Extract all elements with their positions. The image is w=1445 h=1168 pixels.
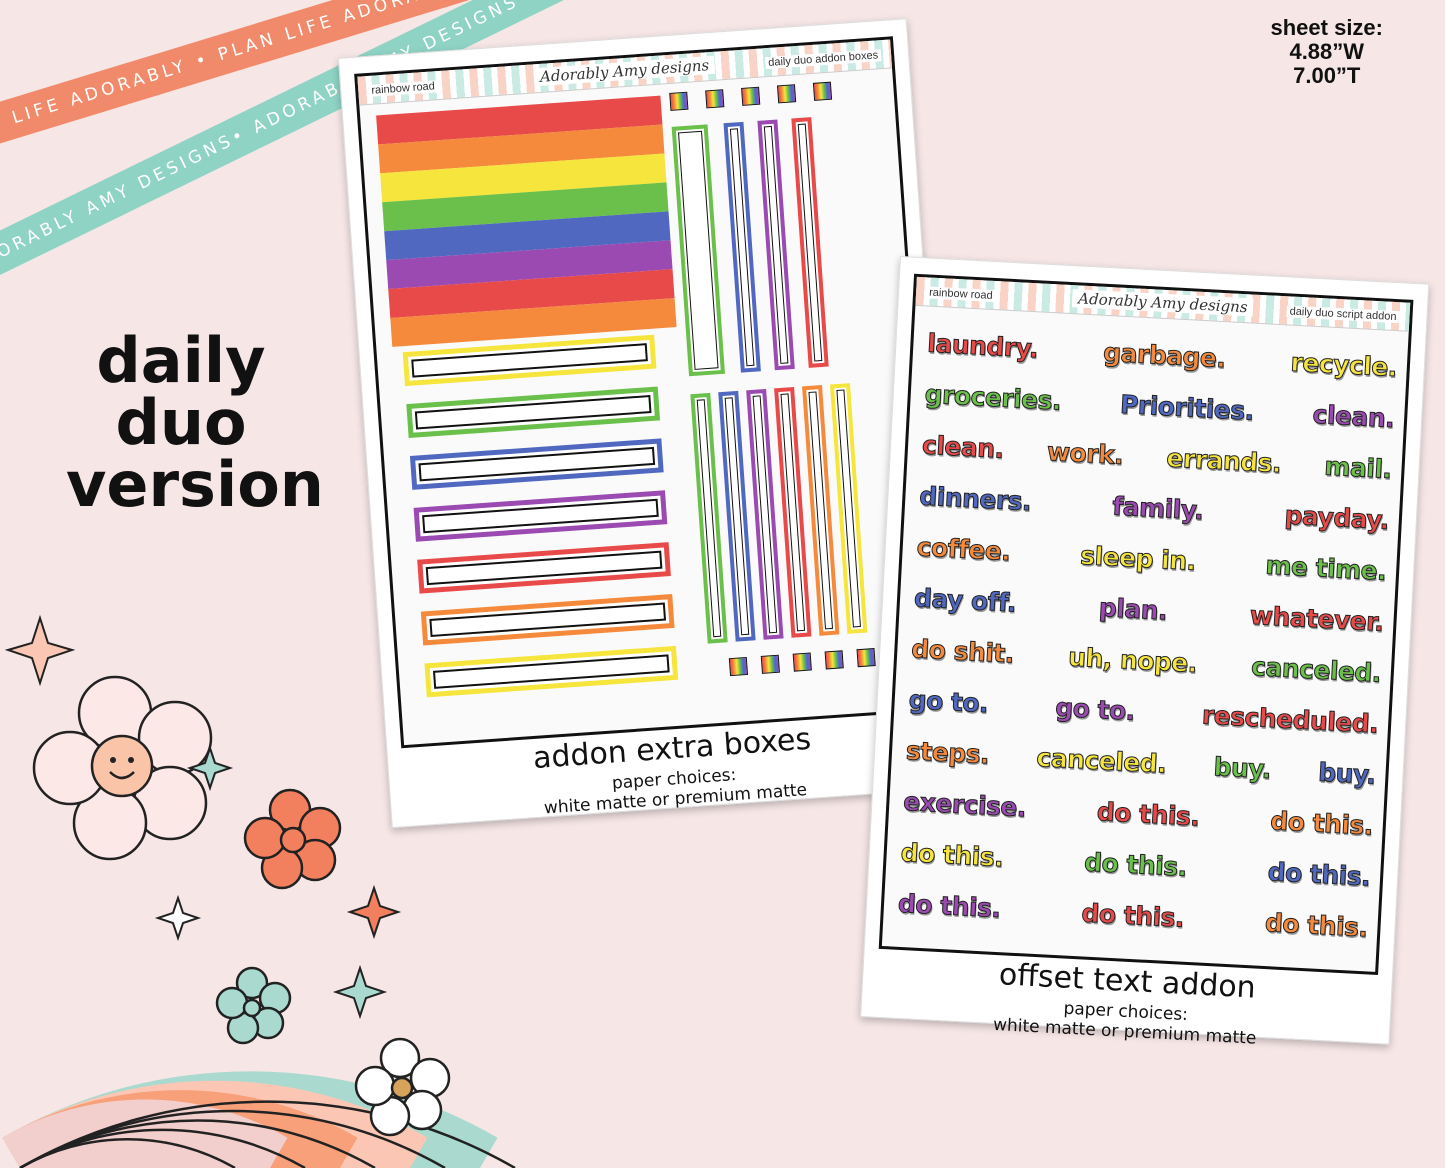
word-sticker: do this. bbox=[1096, 797, 1201, 832]
sticker-sheet-card-text: rainbow road Adorably Amy designs daily … bbox=[860, 256, 1430, 1049]
word-sticker: errands. bbox=[1165, 443, 1282, 479]
sticker-sheet-text: rainbow road Adorably Amy designs daily … bbox=[878, 273, 1414, 976]
word-sticker: garbage. bbox=[1102, 337, 1227, 374]
word-sticker: rescheduled. bbox=[1201, 700, 1380, 739]
brand-logo: Adorably Amy designs bbox=[1071, 289, 1254, 317]
word-sticker: day off. bbox=[913, 583, 1017, 618]
word-sticker: go to. bbox=[908, 685, 990, 719]
sheet-size-height: 7.00”T bbox=[1293, 63, 1361, 88]
word-sticker: plan. bbox=[1098, 592, 1169, 626]
vertical-box-purple bbox=[757, 119, 795, 371]
word-sticker: work. bbox=[1046, 436, 1125, 470]
vertical-box-red bbox=[791, 117, 829, 368]
word-sticker: me time. bbox=[1264, 550, 1387, 586]
version-line-3: version bbox=[66, 448, 324, 521]
brand-logo: Adorably Amy designs bbox=[533, 55, 716, 87]
version-line-1: daily bbox=[96, 324, 266, 397]
word-sticker: coffee. bbox=[916, 532, 1012, 567]
mini-square bbox=[669, 91, 689, 111]
word-sticker: do this. bbox=[1269, 806, 1374, 841]
word-sticker: dinners. bbox=[918, 481, 1032, 517]
vertical-box-blue bbox=[723, 121, 761, 373]
version-heading: daily duo version bbox=[66, 324, 324, 521]
sticker-sheet-boxes: rainbow road Adorably Amy designs daily … bbox=[354, 36, 940, 749]
sheet-size-label: sheet size: bbox=[1270, 15, 1384, 40]
rainbow-illustration bbox=[2, 614, 516, 1168]
word-sticker: Priorities. bbox=[1119, 389, 1255, 426]
smiley-flower-icon bbox=[32, 675, 213, 861]
label-box-green bbox=[406, 386, 661, 438]
word-sticker: do this. bbox=[1080, 898, 1185, 933]
word-sticker-grid: laundry. garbage. recycle. groceries. Priori… bbox=[897, 318, 1398, 954]
label-box-yellow-2 bbox=[424, 645, 679, 698]
sheet-size-width: 4.88”W bbox=[1289, 39, 1365, 64]
sheet-kit-label: daily duo script addon bbox=[1286, 305, 1400, 324]
word-sticker: laundry. bbox=[926, 328, 1039, 364]
word-sticker: do this. bbox=[1267, 857, 1372, 892]
sheet-size-note: sheet size: 4.88”W 7.00”T bbox=[1271, 16, 1384, 88]
mini-square bbox=[812, 81, 833, 101]
mini-square bbox=[824, 650, 844, 670]
word-sticker: sleep in. bbox=[1079, 540, 1197, 576]
version-line-2: duo bbox=[115, 386, 247, 459]
mint-flower-icon bbox=[215, 966, 292, 1045]
word-sticker: do this. bbox=[1264, 908, 1369, 943]
word-sticker: canceled. bbox=[1035, 742, 1167, 779]
sheet-theme-label: rainbow road bbox=[925, 286, 996, 303]
word-sticker: buy. bbox=[1212, 752, 1272, 785]
word-sticker: groceries. bbox=[924, 379, 1063, 416]
label-box-purple bbox=[413, 490, 668, 542]
word-sticker: do this. bbox=[1083, 847, 1188, 882]
word-sticker: canceled. bbox=[1250, 651, 1382, 688]
word-sticker: clean. bbox=[921, 430, 1005, 464]
word-sticker: go to. bbox=[1054, 692, 1136, 726]
word-sticker: steps. bbox=[905, 736, 990, 770]
word-sticker: mail. bbox=[1323, 451, 1393, 484]
sheet-theme-label: rainbow road bbox=[367, 80, 439, 97]
sheet-kit-label: daily duo addon boxes bbox=[764, 49, 882, 70]
word-sticker: exercise. bbox=[902, 786, 1027, 823]
sparkle-icons bbox=[4, 614, 402, 1020]
mini-square bbox=[856, 648, 876, 668]
label-box-red bbox=[417, 542, 671, 594]
word-sticker: do shit. bbox=[910, 634, 1015, 669]
word-sticker: do this. bbox=[897, 888, 1002, 924]
mini-square bbox=[741, 86, 761, 106]
white-flower-icon bbox=[354, 1037, 451, 1137]
mini-square bbox=[776, 84, 797, 104]
word-sticker: do this. bbox=[900, 837, 1005, 873]
label-box-blue bbox=[409, 438, 664, 490]
sticker-sheet-card-boxes: rainbow road Adorably Amy designs daily … bbox=[338, 18, 961, 829]
mini-square bbox=[705, 89, 725, 109]
word-sticker: buy. bbox=[1317, 757, 1377, 790]
word-sticker: recycle. bbox=[1289, 347, 1398, 383]
word-sticker: uh, nope. bbox=[1067, 642, 1198, 679]
mini-square bbox=[760, 654, 780, 674]
word-sticker: whatever. bbox=[1249, 600, 1385, 637]
coral-flower-icon bbox=[243, 788, 342, 890]
word-sticker: payday. bbox=[1283, 500, 1390, 535]
word-sticker: family. bbox=[1111, 491, 1205, 526]
mini-square bbox=[728, 656, 749, 677]
label-box-orange bbox=[420, 593, 675, 646]
word-sticker: clean. bbox=[1311, 399, 1395, 434]
vertical-box-green bbox=[671, 124, 725, 377]
mini-square bbox=[792, 652, 812, 672]
